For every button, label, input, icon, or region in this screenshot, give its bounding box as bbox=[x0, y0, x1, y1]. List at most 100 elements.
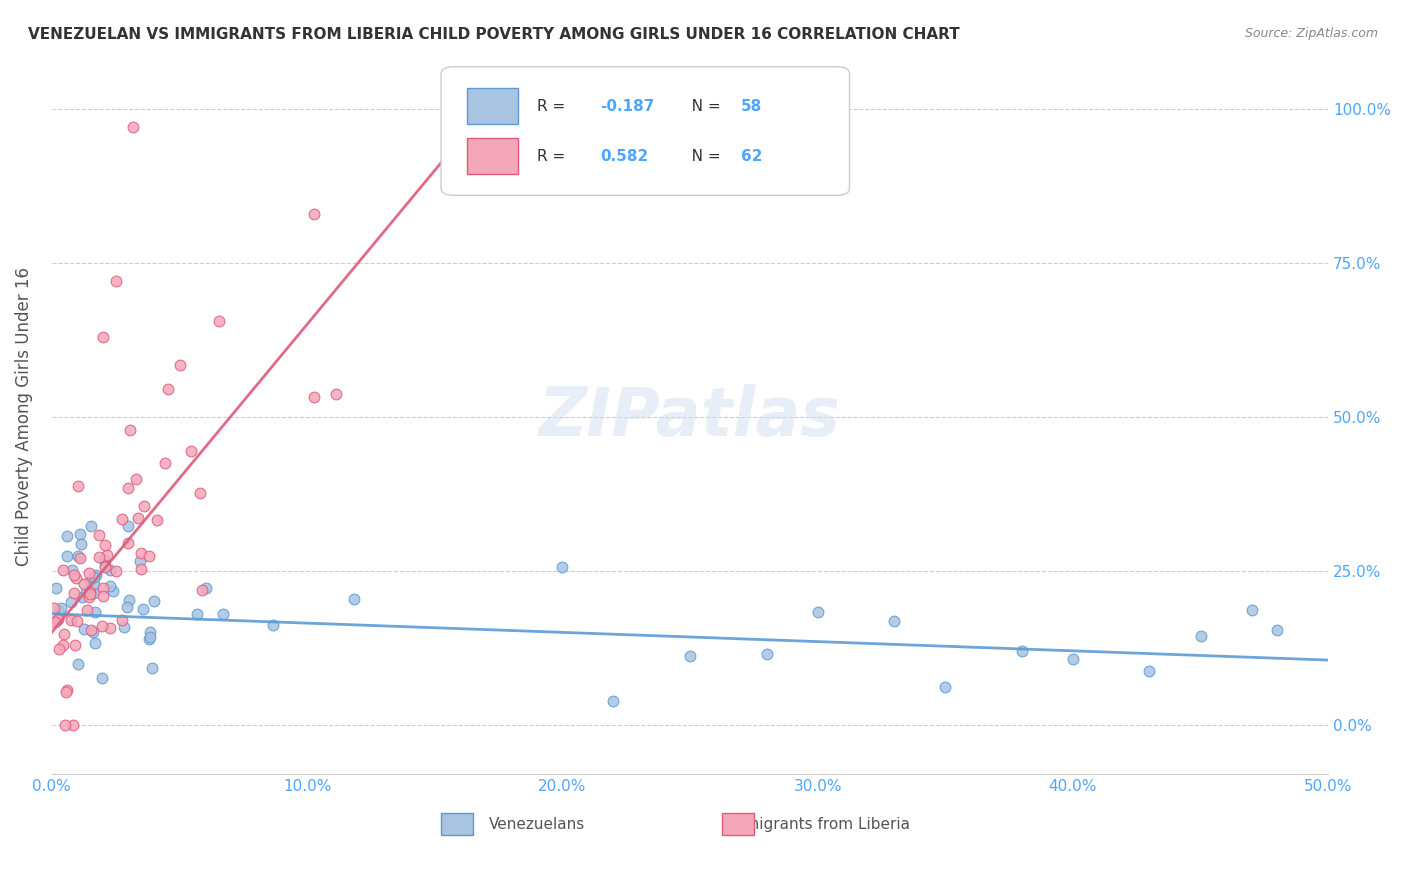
Point bbox=[117, 519, 139, 533]
Point bbox=[59, 613, 82, 627]
Point bbox=[679, 648, 702, 663]
Point bbox=[94, 559, 117, 574]
Point bbox=[91, 589, 114, 603]
Point bbox=[56, 528, 79, 542]
Point bbox=[157, 382, 180, 396]
Point bbox=[129, 562, 152, 576]
FancyBboxPatch shape bbox=[441, 814, 472, 835]
Point bbox=[302, 207, 325, 221]
Point bbox=[80, 624, 103, 638]
Point bbox=[69, 527, 91, 541]
Point bbox=[55, 685, 77, 699]
Point bbox=[1062, 652, 1084, 666]
Point bbox=[60, 595, 83, 609]
Point bbox=[79, 519, 101, 533]
Point bbox=[79, 584, 101, 599]
Text: N =: N = bbox=[678, 98, 725, 113]
Point bbox=[52, 563, 75, 577]
Point bbox=[96, 548, 118, 562]
Point bbox=[262, 618, 284, 632]
Point bbox=[104, 565, 127, 579]
FancyBboxPatch shape bbox=[441, 67, 849, 195]
Point bbox=[129, 554, 152, 568]
Point bbox=[44, 615, 66, 629]
Text: 0.582: 0.582 bbox=[600, 149, 648, 163]
Point bbox=[91, 619, 114, 633]
Point bbox=[124, 472, 146, 486]
Point bbox=[118, 592, 141, 607]
Text: Immigrants from Liberia: Immigrants from Liberia bbox=[725, 816, 910, 831]
Point bbox=[60, 563, 83, 577]
Point bbox=[84, 605, 107, 619]
Point bbox=[87, 528, 110, 542]
Point bbox=[138, 549, 160, 563]
Point bbox=[94, 560, 117, 574]
Point bbox=[325, 387, 347, 401]
Point bbox=[127, 510, 149, 524]
Point bbox=[69, 550, 91, 565]
Point bbox=[66, 657, 89, 671]
Point bbox=[138, 632, 160, 647]
Point bbox=[1265, 623, 1288, 637]
Point bbox=[91, 581, 114, 595]
Point bbox=[139, 625, 162, 640]
Point bbox=[98, 621, 121, 635]
Point bbox=[44, 601, 66, 615]
Point bbox=[117, 481, 139, 495]
Point bbox=[129, 547, 152, 561]
Point bbox=[186, 607, 208, 621]
Point bbox=[82, 625, 104, 640]
Point bbox=[101, 584, 124, 599]
Point bbox=[70, 537, 93, 551]
Point bbox=[63, 586, 86, 600]
Point bbox=[143, 593, 166, 607]
FancyBboxPatch shape bbox=[467, 88, 517, 124]
Point bbox=[77, 591, 100, 605]
Text: R =: R = bbox=[537, 98, 569, 113]
Text: Source: ZipAtlas.com: Source: ZipAtlas.com bbox=[1244, 27, 1378, 40]
Point bbox=[134, 500, 156, 514]
Point bbox=[49, 600, 72, 615]
Point bbox=[91, 330, 114, 344]
Point bbox=[45, 581, 67, 595]
Text: Venezuelans: Venezuelans bbox=[489, 816, 585, 831]
Point bbox=[65, 571, 87, 585]
Point bbox=[141, 661, 163, 675]
Point bbox=[110, 512, 132, 526]
Point bbox=[139, 631, 162, 645]
Point bbox=[98, 563, 121, 577]
Point bbox=[1011, 644, 1033, 658]
Text: VENEZUELAN VS IMMIGRANTS FROM LIBERIA CHILD POVERTY AMONG GIRLS UNDER 16 CORRELA: VENEZUELAN VS IMMIGRANTS FROM LIBERIA CH… bbox=[28, 27, 960, 42]
Point bbox=[87, 549, 110, 564]
Point bbox=[79, 574, 101, 589]
Text: R =: R = bbox=[537, 149, 569, 163]
Point bbox=[934, 680, 956, 694]
Point bbox=[48, 642, 70, 657]
Point bbox=[602, 694, 624, 708]
Point bbox=[55, 549, 77, 564]
Point bbox=[180, 443, 202, 458]
Point bbox=[117, 536, 139, 550]
Point bbox=[83, 576, 105, 591]
FancyBboxPatch shape bbox=[721, 814, 754, 835]
Point bbox=[63, 638, 86, 652]
Point bbox=[883, 614, 905, 628]
Text: 62: 62 bbox=[741, 149, 762, 163]
Point bbox=[153, 456, 176, 470]
Point bbox=[169, 358, 191, 372]
Point bbox=[110, 614, 132, 628]
Point bbox=[55, 682, 77, 697]
Point bbox=[104, 274, 127, 288]
Point bbox=[84, 636, 107, 650]
Point bbox=[343, 591, 366, 606]
Point bbox=[46, 613, 69, 627]
Point bbox=[67, 479, 90, 493]
Point bbox=[83, 586, 105, 600]
Text: 58: 58 bbox=[741, 98, 762, 113]
Point bbox=[63, 568, 86, 582]
Point bbox=[77, 566, 100, 580]
Point bbox=[73, 577, 96, 591]
Point bbox=[302, 390, 325, 404]
Point bbox=[91, 672, 114, 686]
Point bbox=[551, 559, 574, 574]
